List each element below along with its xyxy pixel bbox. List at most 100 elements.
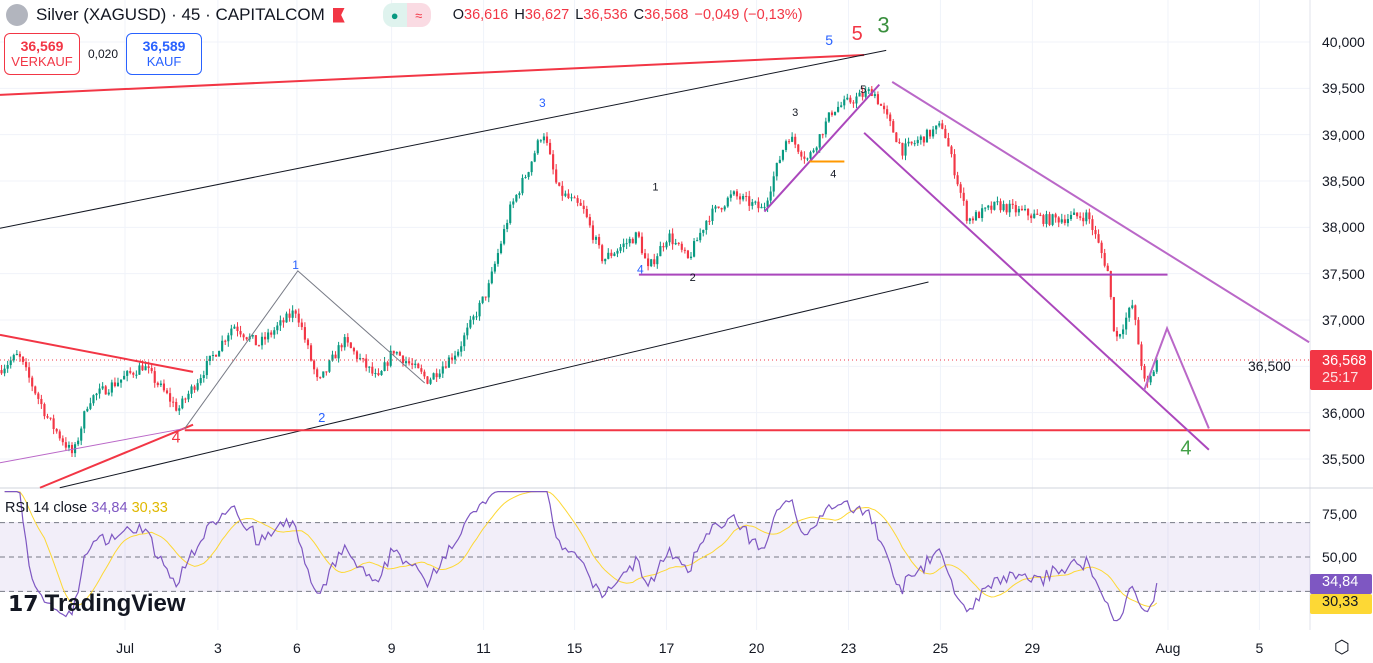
wave-label: 2 — [318, 410, 325, 425]
wave-label: 5 — [852, 23, 863, 45]
candle-body — [745, 196, 748, 198]
candle-body — [941, 123, 944, 129]
wave-label: 4 — [172, 429, 181, 446]
trendline — [184, 270, 426, 429]
candle-body — [1115, 331, 1119, 337]
candle-body — [77, 440, 80, 445]
candle-body — [524, 177, 527, 179]
candle-body — [561, 185, 564, 196]
wave-label: 2 — [690, 272, 696, 284]
candle-body — [420, 368, 423, 372]
time-tick: 29 — [1024, 640, 1041, 656]
candle-body — [754, 201, 757, 203]
candle-body — [1152, 371, 1155, 377]
time-tick: Aug — [1155, 640, 1181, 656]
time-tick: 5 — [1255, 640, 1264, 656]
market-status[interactable]: ● ≈ — [382, 3, 431, 27]
candle-body — [738, 196, 742, 200]
candle-body — [383, 362, 386, 372]
candle-body — [380, 371, 383, 376]
candle-body — [974, 212, 978, 221]
candle-body — [527, 172, 530, 178]
rsi-tick: 50,00 — [1322, 549, 1358, 565]
candle-body — [15, 353, 18, 356]
candle-body — [852, 102, 855, 104]
candle-body — [346, 337, 349, 343]
candle-body — [1011, 203, 1014, 205]
flag-icon[interactable] — [332, 7, 345, 23]
tradingview-logo[interactable]: 𝟭𝟳 TradingView — [8, 590, 186, 617]
buy-button[interactable]: 36,589 KAUF — [126, 33, 203, 75]
candle-body — [423, 371, 426, 377]
candle-body — [1017, 208, 1020, 213]
candle-body — [52, 418, 55, 430]
candle-body — [126, 371, 129, 376]
candle-body — [833, 111, 837, 115]
wave-label: 4 — [830, 168, 836, 180]
candle-body — [864, 90, 867, 97]
candle-body — [257, 345, 261, 347]
silver-logo-icon — [6, 4, 28, 26]
candle-body — [224, 340, 227, 342]
candle-body — [316, 369, 319, 378]
candle-body — [944, 128, 947, 139]
candle-body — [977, 212, 981, 219]
candle-body — [616, 250, 619, 254]
candle-body — [1134, 305, 1137, 320]
candle-body — [696, 240, 699, 242]
candle-body — [150, 367, 153, 372]
candle-body — [919, 136, 922, 140]
candle-body — [732, 191, 735, 195]
candle-body — [334, 354, 337, 359]
candle-body — [355, 351, 359, 359]
candle-body — [218, 351, 221, 357]
candle-body — [313, 360, 316, 370]
rsi-legend[interactable]: RSI 14 close 34,84 30,33 — [5, 500, 168, 516]
candle-body — [411, 363, 414, 365]
candle-body — [769, 191, 772, 201]
candle-body — [800, 151, 803, 157]
candle-body — [604, 258, 607, 262]
candle-body — [625, 243, 628, 245]
candle-body — [227, 335, 230, 342]
spread: 0,020 — [88, 47, 119, 61]
wave-label: 4 — [637, 263, 644, 277]
candle-body — [662, 246, 665, 248]
candle-body — [187, 393, 190, 400]
candle-body — [720, 207, 723, 210]
candle-body — [162, 383, 166, 391]
sell-button[interactable]: 36,569 VERKAUF — [4, 33, 80, 75]
candle-body — [726, 197, 729, 207]
time-tick: 11 — [476, 640, 491, 656]
candle-body — [533, 153, 536, 162]
candle-body — [904, 143, 907, 156]
candle-body — [582, 205, 585, 209]
candle-body — [172, 401, 175, 403]
candle-body — [1027, 208, 1030, 216]
candle-body — [674, 242, 677, 245]
candle-body — [116, 382, 120, 387]
candle-body — [175, 401, 178, 411]
price-tick: 37,000 — [1322, 312, 1365, 328]
candle-body — [1076, 212, 1079, 217]
candle-body — [1094, 229, 1097, 235]
candle-body — [294, 310, 297, 314]
candle-body — [490, 271, 493, 284]
candle-body — [993, 201, 996, 210]
candle-body — [953, 154, 956, 176]
candle-body — [778, 159, 781, 163]
symbol-title[interactable]: Silver (XAGUSD) · 45 · CAPITALCOM — [36, 5, 325, 24]
candle-body — [460, 346, 463, 352]
candle-body — [267, 332, 270, 340]
candle-body — [435, 373, 438, 378]
candle-body — [938, 123, 941, 126]
candle-body — [601, 245, 604, 262]
price-tick: 38,000 — [1322, 219, 1365, 236]
candle-body — [876, 94, 880, 105]
settings-gear-icon[interactable]: ⬡ — [1334, 637, 1350, 657]
candle-body — [855, 96, 858, 104]
candle-body — [101, 386, 104, 389]
candle-body — [824, 121, 827, 135]
candle-body — [46, 416, 49, 418]
